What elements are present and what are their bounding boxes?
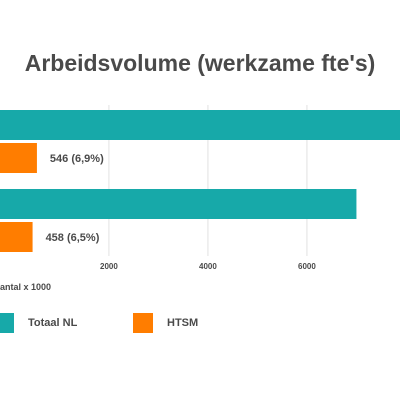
bar-totaal-nl-2: [0, 189, 357, 219]
legend-item-htsm: HTSM: [133, 313, 198, 333]
x-tick-label: 2000: [100, 262, 118, 271]
data-label: 458 (6,5%): [46, 232, 100, 244]
bar-totaal-nl-1: [0, 110, 400, 140]
legend-label-htsm: HTSM: [167, 317, 199, 329]
legend-label-totaal-nl: Totaal NL: [28, 317, 78, 329]
x-tick-label: 6000: [298, 262, 316, 271]
x-axis-label: antal x 1000: [0, 282, 52, 292]
data-label: 546 (6,9%): [50, 153, 104, 165]
bar-chart: 2000 4000 6000 546 (6,9%) 458 (6,5%): [0, 105, 400, 271]
x-tick-label: 4000: [199, 262, 217, 271]
bar-htsm-1: [0, 143, 37, 173]
legend-swatch-totaal-nl: [0, 313, 14, 333]
chart-title: Arbeidsvolume (werkzame fte's): [24, 50, 376, 76]
legend-swatch-htsm: [133, 313, 153, 333]
bar-htsm-2: [0, 222, 33, 252]
legend-item-totaal-nl: Totaal NL: [0, 313, 77, 333]
